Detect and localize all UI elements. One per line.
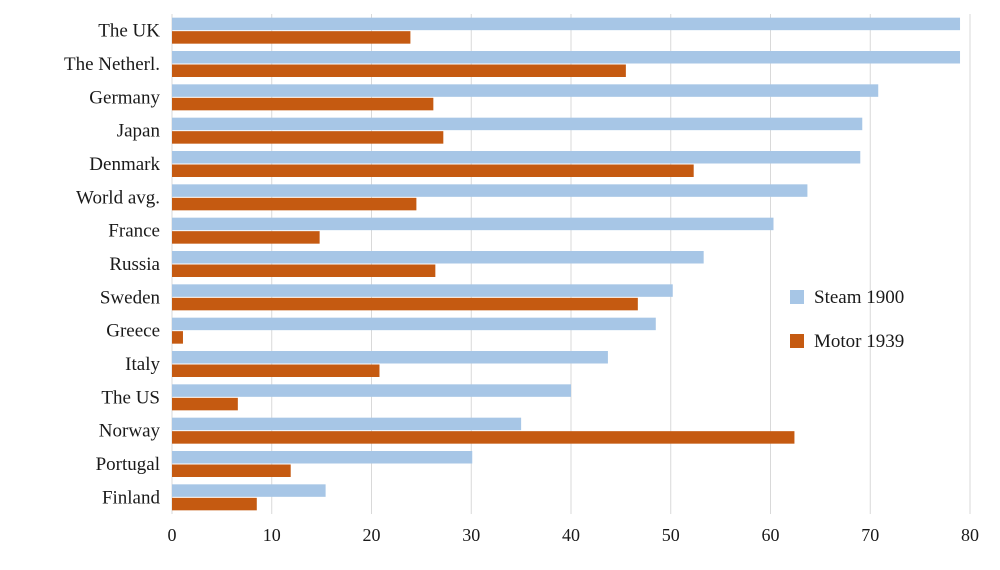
x-tick-label-60: 60 — [762, 525, 780, 545]
x-tick-label-10: 10 — [263, 525, 281, 545]
x-tick-label-20: 20 — [363, 525, 381, 545]
legend-label-1: Motor 1939 — [814, 331, 904, 352]
category-label-3: Japan — [117, 121, 161, 142]
bar-steam-1900-11 — [172, 384, 571, 397]
bar-motor-1939-9 — [172, 331, 183, 344]
bar-steam-1900-8 — [172, 284, 673, 297]
category-label-9: Greece — [106, 321, 160, 342]
x-tick-label-70: 70 — [861, 525, 879, 545]
bar-steam-1900-6 — [172, 217, 774, 231]
category-label-0: The UK — [98, 21, 160, 42]
bar-steam-1900-14 — [172, 484, 326, 497]
category-label-1: The Netherl. — [64, 54, 160, 75]
category-label-8: Sweden — [100, 287, 161, 308]
bar-steam-1900-3 — [172, 117, 863, 131]
bar-motor-1939-13 — [172, 464, 291, 477]
category-label-4: Denmark — [89, 154, 160, 175]
category-label-12: Norway — [99, 421, 161, 442]
bar-steam-1900-4 — [172, 151, 861, 164]
bar-steam-1900-9 — [172, 317, 656, 331]
category-label-7: Russia — [109, 254, 160, 275]
bar-steam-1900-0 — [172, 17, 961, 31]
bar-steam-1900-2 — [172, 84, 879, 97]
x-tick-label-30: 30 — [462, 525, 480, 545]
category-label-5: World avg. — [76, 187, 160, 208]
bar-motor-1939-6 — [172, 231, 320, 244]
bar-motor-1939-7 — [172, 264, 436, 277]
bar-motor-1939-2 — [172, 97, 434, 111]
x-tick-label-80: 80 — [961, 525, 979, 545]
category-label-6: France — [108, 221, 160, 242]
bar-motor-1939-4 — [172, 164, 694, 177]
x-tick-label-0: 0 — [168, 525, 177, 545]
bar-motor-1939-0 — [172, 31, 411, 44]
bar-motor-1939-8 — [172, 297, 638, 311]
bar-motor-1939-10 — [172, 364, 380, 377]
bar-steam-1900-12 — [172, 417, 522, 431]
category-label-11: The US — [101, 387, 160, 408]
legend-swatch-1 — [790, 334, 804, 348]
bar-motor-1939-12 — [172, 431, 795, 444]
bar-motor-1939-14 — [172, 497, 257, 511]
x-tick-label-50: 50 — [662, 525, 680, 545]
legend-label-0: Steam 1900 — [814, 287, 904, 308]
category-label-10: Italy — [125, 354, 160, 375]
legend-swatch-0 — [790, 290, 804, 304]
bar-steam-1900-10 — [172, 351, 608, 364]
x-tick-label-40: 40 — [562, 525, 580, 545]
bar-motor-1939-3 — [172, 131, 444, 144]
bar-steam-1900-13 — [172, 451, 473, 464]
category-label-14: Finland — [102, 487, 161, 508]
category-label-2: Germany — [89, 87, 160, 108]
bar-steam-1900-5 — [172, 184, 808, 197]
category-label-13: Portugal — [96, 454, 160, 475]
bar-motor-1939-1 — [172, 64, 626, 77]
bar-motor-1939-5 — [172, 197, 417, 211]
bar-steam-1900-7 — [172, 251, 704, 264]
bar-steam-1900-1 — [172, 51, 961, 64]
bar-motor-1939-11 — [172, 397, 238, 411]
